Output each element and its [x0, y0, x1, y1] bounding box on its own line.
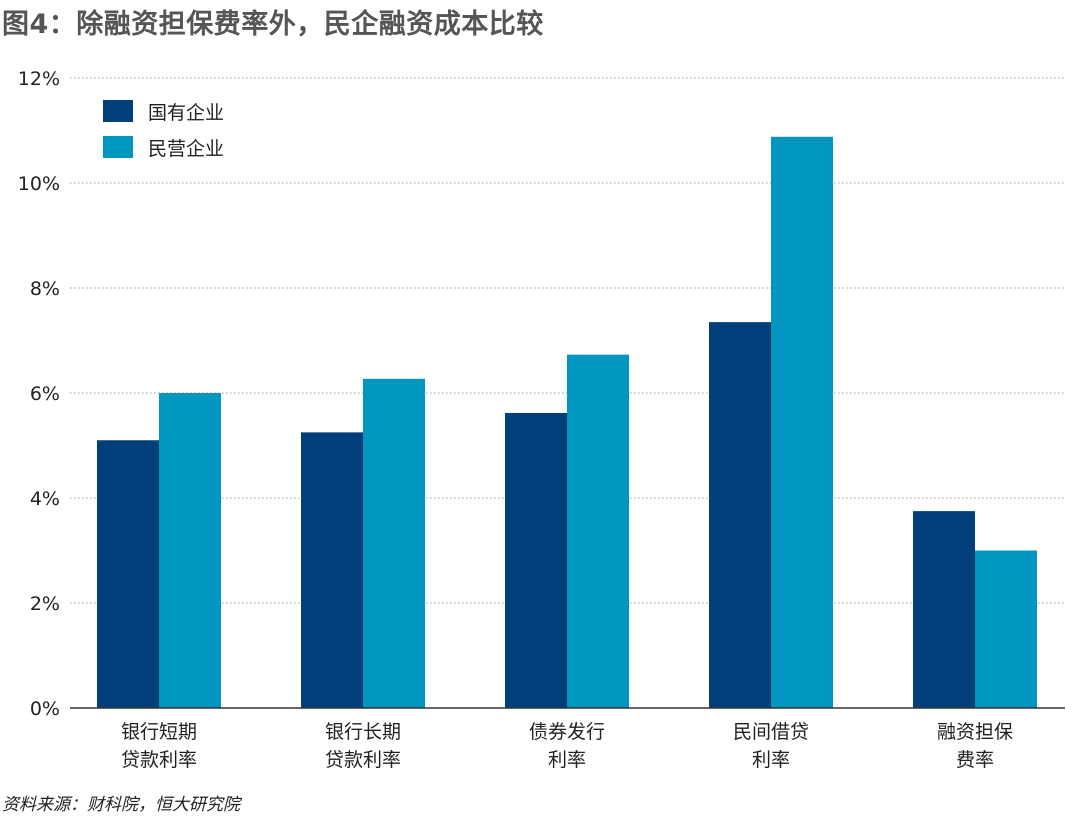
bar-state-5 [913, 511, 975, 708]
bar-state-3 [505, 412, 567, 708]
bar-private-4 [771, 136, 833, 709]
bars [97, 136, 1037, 709]
y-tick-label: 8% [30, 278, 60, 300]
category-label: 银行短期 [121, 721, 197, 743]
y-tick-label: 10% [18, 173, 60, 195]
chart-title: 图4：除融资担保费率外，民企融资成本比较 [2, 9, 544, 40]
legend-swatch [103, 100, 133, 122]
y-tick-label: 12% [18, 68, 60, 90]
y-tick-label: 6% [30, 383, 60, 405]
bar-private-1 [159, 393, 221, 708]
category-label: 贷款利率 [325, 749, 401, 771]
bar-private-5 [975, 550, 1037, 708]
bar-state-2 [301, 432, 363, 708]
category-label: 利率 [548, 749, 586, 771]
y-tick-label: 0% [30, 698, 60, 720]
y-tick-label: 4% [30, 488, 60, 510]
category-label: 利率 [752, 749, 790, 771]
category-label: 债券发行 [529, 721, 605, 743]
y-axis-ticks: 0% 2% 4% 6% 8% 10% 12% [18, 68, 60, 720]
bar-state-4 [709, 322, 771, 708]
bar-private-2 [363, 378, 425, 708]
legend-label: 国有企业 [148, 102, 224, 124]
category-label: 银行长期 [325, 721, 401, 743]
category-label: 贷款利率 [121, 749, 197, 771]
bar-private-3 [567, 354, 629, 708]
source-note: 资料来源：财科院，恒大研究院 [2, 795, 240, 815]
y-tick-label: 2% [30, 593, 60, 615]
category-label: 费率 [956, 749, 994, 771]
category-label: 融资担保 [937, 721, 1013, 743]
legend-label: 民营企业 [148, 138, 224, 160]
category-label: 民间借贷 [733, 721, 809, 743]
bar-state-1 [97, 440, 159, 708]
legend-swatch [103, 136, 133, 158]
